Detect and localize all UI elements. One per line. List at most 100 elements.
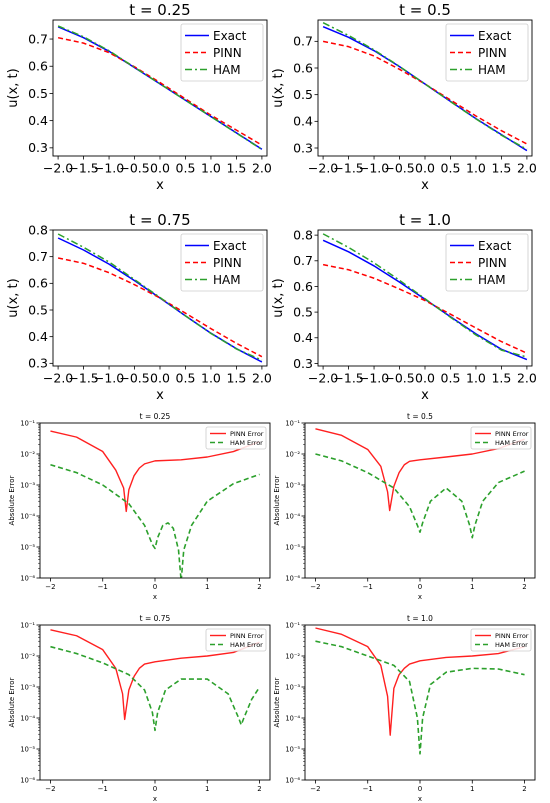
x-tick-label: 0 xyxy=(153,785,157,793)
x-tick-label: 0.0 xyxy=(150,371,170,386)
x-tick-label: 0.5 xyxy=(441,371,461,386)
y-tick-label: 10⁻¹ xyxy=(285,621,300,629)
y-axis-label: Absolute Error xyxy=(8,677,16,727)
y-axis-label: u(x, t) xyxy=(6,278,21,317)
y-tick-label: 10⁻⁶ xyxy=(20,776,35,784)
x-tick-label: 2.0 xyxy=(252,161,272,176)
series-pinn-error xyxy=(315,627,525,736)
legend: Exact PINN HAM xyxy=(180,23,264,82)
series-ham xyxy=(322,233,528,358)
series-ham xyxy=(322,21,528,150)
y-tick-label: 0.8 xyxy=(293,228,313,243)
y-tick-label: 0.4 xyxy=(28,329,48,344)
chart-panel-8: t = 1.0 −2 −1 0 1 2 10⁻⁶ 10⁻⁵ 10⁻⁴ 10⁻³ 10⁻² 10⁻¹ x A… xyxy=(273,614,536,803)
y-tick-label: 10⁻² xyxy=(285,652,300,660)
y-tick-label: 0.7 xyxy=(293,34,313,49)
y-tick-label: 0.7 xyxy=(28,249,48,264)
legend-label: PINN Error xyxy=(230,632,264,640)
legend-label: HAM xyxy=(213,273,241,287)
chart-title: t = 0.5 xyxy=(399,1,451,19)
legend-box xyxy=(205,426,267,450)
legend-label: HAM Error xyxy=(495,439,528,447)
x-tick-label: 1 xyxy=(205,583,209,591)
plot-area xyxy=(57,25,263,151)
series-ham xyxy=(57,25,263,151)
legend-label: HAM xyxy=(213,63,241,77)
x-tick-label: −0.5 xyxy=(119,371,149,386)
x-tick-label: −1 xyxy=(98,785,108,793)
chart-title: t = 1.0 xyxy=(407,614,433,623)
x-tick-label: −0.5 xyxy=(119,161,149,176)
chart-title: t = 0.75 xyxy=(140,614,171,623)
chart-title: t = 0.25 xyxy=(129,1,190,19)
legend-label: Exact xyxy=(478,29,512,43)
y-tick-label: 10⁻⁴ xyxy=(20,714,35,722)
legend-box xyxy=(180,23,264,82)
series-ham-error xyxy=(315,640,525,755)
chart-title: t = 0.75 xyxy=(129,211,190,229)
x-tick-label: −2 xyxy=(310,785,320,793)
x-tick-label: 1 xyxy=(205,785,209,793)
axes-frame xyxy=(52,229,268,367)
x-tick-label: 1.5 xyxy=(491,371,511,386)
chart-panel-6: t = 0.5 −2 −1 0 1 2 10⁻⁶ 10⁻⁵ 10⁻⁴ 10⁻³ 10⁻² 10⁻¹ x A… xyxy=(273,412,536,601)
x-tick-label: 2 xyxy=(257,583,261,591)
legend-label: PINN xyxy=(213,46,242,60)
y-tick-label: 0.7 xyxy=(28,31,48,46)
legend-label: Exact xyxy=(213,239,247,253)
x-tick-label: 0.5 xyxy=(176,161,196,176)
series-pinn xyxy=(57,36,263,146)
y-tick-label: 0.5 xyxy=(293,87,313,102)
x-axis-label: x xyxy=(418,795,422,803)
legend-label: PINN xyxy=(478,46,507,60)
series-pinn-error xyxy=(50,430,260,513)
plot-area xyxy=(315,428,525,539)
x-tick-label: −2.0 xyxy=(43,371,73,386)
y-tick-label: 0.7 xyxy=(293,253,313,268)
y-tick-label: 10⁻³ xyxy=(20,683,35,691)
chart-title: t = 0.25 xyxy=(140,412,171,421)
y-axis-label: Absolute Error xyxy=(273,475,281,525)
legend-label: PINN Error xyxy=(230,430,264,438)
x-tick-label: −0.5 xyxy=(384,371,414,386)
x-tick-label: −1.0 xyxy=(94,371,124,386)
y-axis-label: u(x, t) xyxy=(271,68,286,107)
series-pinn xyxy=(57,257,263,358)
legend-box xyxy=(205,628,267,652)
axes-frame xyxy=(39,422,271,579)
y-tick-label: 10⁻⁶ xyxy=(285,574,300,582)
legend-label: PINN Error xyxy=(495,632,529,640)
series-pinn-error xyxy=(315,428,525,512)
legend-label: HAM xyxy=(478,273,506,287)
y-tick-label: 0.3 xyxy=(28,356,48,371)
x-tick-label: 0 xyxy=(418,583,422,591)
x-axis-label: x xyxy=(421,178,429,193)
x-tick-label: 2.0 xyxy=(517,161,537,176)
y-axis-label: u(x, t) xyxy=(271,278,286,317)
y-tick-label: 0.6 xyxy=(293,60,313,75)
legend-label: Exact xyxy=(213,29,247,43)
chart-panel-3: t = 0.75 −2.0−1.5−1.0−0.5 0.0 0.5 1.0 1.5 2.0 0… xyxy=(6,211,272,403)
x-tick-label: −2.0 xyxy=(308,371,338,386)
axes-frame xyxy=(52,19,268,157)
x-tick-label: −1.0 xyxy=(94,161,124,176)
x-tick-label: 1 xyxy=(470,785,474,793)
x-tick-label: 2.0 xyxy=(252,371,272,386)
y-tick-label: 10⁻³ xyxy=(20,481,35,489)
y-tick-label: 0.3 xyxy=(293,140,313,155)
series-ham-error xyxy=(50,463,260,578)
x-tick-label: 0 xyxy=(418,785,422,793)
x-tick-label: −1.5 xyxy=(333,371,363,386)
x-tick-label: −1.5 xyxy=(68,161,98,176)
legend-box xyxy=(470,628,532,652)
x-tick-label: 0.5 xyxy=(176,371,196,386)
y-tick-label: 10⁻⁵ xyxy=(20,543,35,551)
legend-label: PINN xyxy=(213,256,242,270)
axes-frame xyxy=(317,229,533,367)
chart-panel-1: t = 0.25 −2.0−1.5−1.0−0.5 0.0 0.5 1.0 1.5 2.0 0… xyxy=(6,1,272,193)
legend-label: HAM xyxy=(478,63,506,77)
series-ham xyxy=(57,233,263,361)
